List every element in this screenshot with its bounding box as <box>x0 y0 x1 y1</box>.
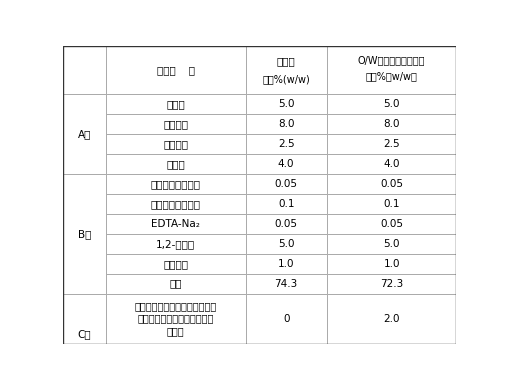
Text: 胡真柳酯: 胡真柳酯 <box>163 119 188 129</box>
Text: 0.05: 0.05 <box>380 219 403 229</box>
Bar <box>106 274 245 294</box>
Text: O/W乳液型防晒化妆品: O/W乳液型防晒化妆品 <box>358 55 425 65</box>
Text: 5.0: 5.0 <box>383 239 400 249</box>
Text: 0.1: 0.1 <box>278 199 295 209</box>
Bar <box>106 154 245 174</box>
Bar <box>245 114 327 134</box>
Bar <box>327 254 456 274</box>
Bar <box>327 174 456 194</box>
Bar <box>106 294 245 344</box>
Bar <box>245 94 327 114</box>
Text: 2.5: 2.5 <box>278 139 295 149</box>
Bar <box>106 194 245 214</box>
Bar <box>106 214 245 234</box>
Bar <box>327 114 456 134</box>
Bar <box>245 274 327 294</box>
Text: 2.5: 2.5 <box>383 139 400 149</box>
Text: 0.05: 0.05 <box>380 179 403 189</box>
Text: 对羟基苯甲酸丙酯: 对羟基苯甲酸丙酯 <box>151 179 201 189</box>
Bar <box>327 194 456 214</box>
Text: 8.0: 8.0 <box>383 119 400 129</box>
Text: 对羟基苯甲酸甲酯: 对羟基苯甲酸甲酯 <box>151 199 201 209</box>
Text: 剂的甲基丙烯酸甲酯交联聚合: 剂的甲基丙烯酸甲酯交联聚合 <box>137 313 214 323</box>
Text: 纯水: 纯水 <box>169 279 182 289</box>
Bar <box>106 174 245 194</box>
Text: C相: C相 <box>78 330 91 340</box>
Bar <box>245 214 327 234</box>
Bar <box>106 46 245 94</box>
Bar <box>245 174 327 194</box>
Text: 对照样: 对照样 <box>277 57 296 67</box>
Text: 三乙醇胺: 三乙醇胺 <box>163 259 188 269</box>
Text: 4.0: 4.0 <box>383 159 400 169</box>
Bar <box>106 234 245 254</box>
Text: 0.05: 0.05 <box>275 219 298 229</box>
Bar <box>327 294 456 344</box>
Bar <box>106 254 245 274</box>
Bar <box>245 194 327 214</box>
Text: 4.0: 4.0 <box>278 159 295 169</box>
Text: 原料组    分: 原料组 分 <box>157 65 195 75</box>
Text: 含量%(w/w): 含量%(w/w) <box>262 74 310 84</box>
Text: 2.0: 2.0 <box>383 313 400 323</box>
Bar <box>245 46 327 94</box>
Text: 0.1: 0.1 <box>383 199 400 209</box>
Text: 物微粒: 物微粒 <box>167 326 185 336</box>
Bar <box>327 134 456 154</box>
Text: 0: 0 <box>283 313 289 323</box>
Bar <box>63 174 106 294</box>
Bar <box>327 274 456 294</box>
Bar <box>327 46 456 94</box>
Text: 含量%（w/w）: 含量%（w/w） <box>366 71 418 81</box>
Bar <box>63 46 106 94</box>
Text: 1.0: 1.0 <box>278 259 295 269</box>
Bar <box>245 234 327 254</box>
Text: 74.3: 74.3 <box>275 279 298 289</box>
Text: 白凡士林: 白凡士林 <box>163 139 188 149</box>
Text: 5.0: 5.0 <box>278 239 295 249</box>
Text: 1,2-丙二醇: 1,2-丙二醇 <box>156 239 195 249</box>
Bar <box>245 254 327 274</box>
Text: 5.0: 5.0 <box>383 99 400 109</box>
Bar <box>245 154 327 174</box>
Text: 5.0: 5.0 <box>278 99 295 109</box>
Bar <box>63 94 106 174</box>
Text: 1.0: 1.0 <box>383 259 400 269</box>
Bar <box>106 94 245 114</box>
Text: 8.0: 8.0 <box>278 119 295 129</box>
Text: 0.05: 0.05 <box>275 179 298 189</box>
Text: A相: A相 <box>78 129 91 139</box>
Text: EDTA-Na₂: EDTA-Na₂ <box>151 219 200 229</box>
Bar <box>245 134 327 154</box>
Bar <box>106 134 245 154</box>
Text: 羊毛脂: 羊毛脂 <box>166 99 185 109</box>
Bar <box>63 294 106 344</box>
Text: 硬脂酸: 硬脂酸 <box>166 159 185 169</box>
Bar <box>245 294 327 344</box>
Bar <box>106 114 245 134</box>
Bar <box>327 234 456 254</box>
Bar <box>327 94 456 114</box>
Text: B相: B相 <box>78 229 91 239</box>
Bar <box>327 214 456 234</box>
Bar <box>327 154 456 174</box>
Text: 实施例３中所得负载脂溶性防晒: 实施例３中所得负载脂溶性防晒 <box>135 301 217 312</box>
Text: 72.3: 72.3 <box>380 279 403 289</box>
